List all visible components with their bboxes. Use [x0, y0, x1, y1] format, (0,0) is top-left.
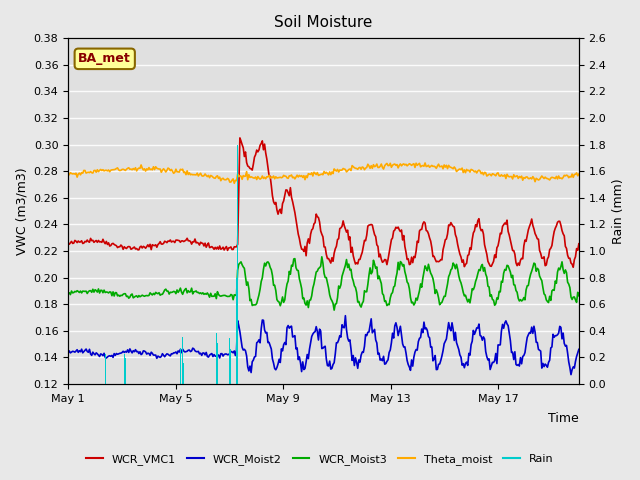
- WCR_VMC1: [290, 204, 298, 210]
- WCR_VMC1: [324, 256, 332, 262]
- Theta_moist: [64, 173, 72, 179]
- WCR_Moist2: [324, 363, 332, 369]
- Y-axis label: Rain (mm): Rain (mm): [612, 178, 625, 244]
- WCR_Moist3: [497, 278, 505, 284]
- WCR_VMC1: [575, 241, 582, 247]
- WCR_Moist3: [318, 254, 326, 260]
- WCR_VMC1: [570, 264, 577, 270]
- WCR_Moist2: [333, 340, 340, 346]
- WCR_VMC1: [522, 239, 530, 244]
- Legend: WCR_VMC1, WCR_Moist2, WCR_Moist3, Theta_moist, Rain: WCR_VMC1, WCR_Moist2, WCR_Moist3, Theta_…: [82, 450, 558, 469]
- WCR_Moist3: [289, 264, 296, 269]
- Bar: [217, 343, 218, 384]
- Bar: [105, 354, 106, 384]
- Bar: [229, 338, 230, 384]
- Y-axis label: VWC (m3/m3): VWC (m3/m3): [15, 167, 28, 255]
- Theta_moist: [333, 167, 341, 172]
- WCR_VMC1: [64, 241, 72, 247]
- Theta_moist: [316, 172, 323, 178]
- WCR_Moist3: [315, 266, 323, 272]
- WCR_Moist2: [289, 334, 296, 340]
- WCR_Moist2: [497, 342, 504, 348]
- WCR_Moist2: [315, 337, 323, 343]
- Theta_moist: [324, 172, 332, 178]
- Bar: [102, 352, 103, 384]
- WCR_Moist3: [64, 290, 72, 296]
- Bar: [125, 358, 126, 384]
- WCR_Moist2: [64, 350, 72, 356]
- Theta_moist: [497, 172, 505, 178]
- Line: WCR_VMC1: WCR_VMC1: [68, 138, 579, 267]
- WCR_Moist3: [524, 283, 531, 288]
- Theta_moist: [290, 174, 298, 180]
- WCR_Moist2: [342, 313, 349, 319]
- X-axis label: Time: Time: [548, 412, 579, 425]
- Line: WCR_Moist3: WCR_Moist3: [68, 257, 579, 310]
- Theta_moist: [421, 160, 429, 166]
- Bar: [183, 363, 184, 384]
- Line: WCR_Moist2: WCR_Moist2: [68, 316, 579, 374]
- WCR_VMC1: [497, 230, 504, 236]
- Theta_moist: [575, 171, 582, 177]
- Theta_moist: [230, 180, 238, 186]
- Bar: [237, 144, 238, 384]
- WCR_Moist2: [575, 347, 582, 352]
- Bar: [230, 348, 231, 384]
- WCR_Moist2: [567, 372, 575, 377]
- Title: Soil Moisture: Soil Moisture: [275, 15, 372, 30]
- WCR_Moist3: [575, 293, 582, 299]
- WCR_Moist2: [522, 342, 530, 348]
- WCR_Moist3: [330, 307, 338, 313]
- Theta_moist: [524, 174, 531, 180]
- Line: Theta_moist: Theta_moist: [68, 163, 579, 183]
- Bar: [216, 334, 217, 384]
- WCR_VMC1: [316, 219, 323, 225]
- Text: BA_met: BA_met: [78, 52, 131, 65]
- Bar: [236, 277, 237, 384]
- Bar: [182, 337, 183, 384]
- Bar: [124, 354, 125, 384]
- WCR_VMC1: [236, 135, 244, 141]
- WCR_VMC1: [333, 237, 341, 242]
- WCR_Moist3: [335, 283, 342, 289]
- WCR_Moist3: [324, 285, 332, 291]
